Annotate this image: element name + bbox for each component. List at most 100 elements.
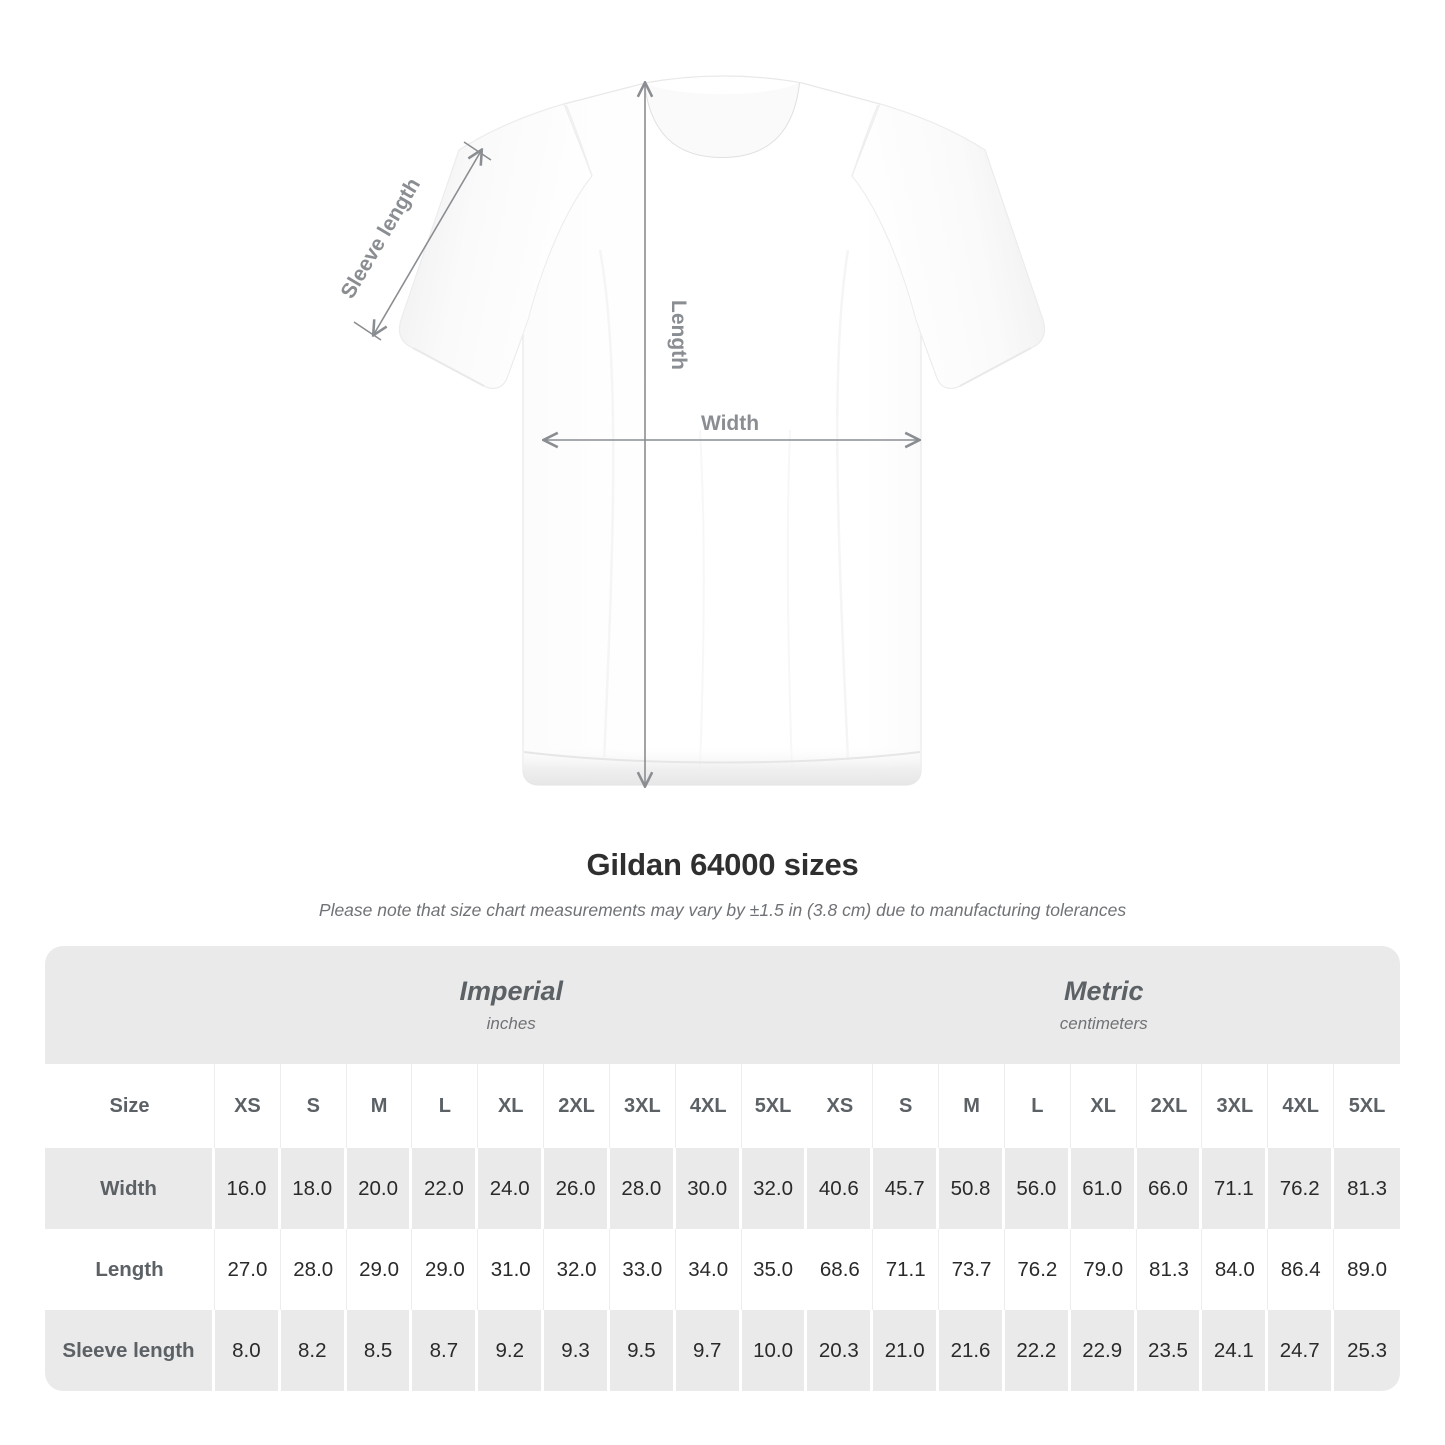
cell-width-imperial-xs: 16.0 (215, 1148, 281, 1229)
cell-width-metric-xl: 61.0 (1070, 1148, 1137, 1229)
cell-sleeve-length-imperial-xs: 8.0 (215, 1310, 281, 1391)
tshirt-diagram-svg: Length Width Sleeve length (336, 75, 1046, 830)
cell-width-imperial-s: 18.0 (280, 1148, 347, 1229)
unit-group-subtitle: centimeters (1059, 1013, 1148, 1033)
size-header-imperial-4xl: 4XL (675, 1064, 742, 1148)
cell-sleeve-length-metric-4xl: 24.7 (1268, 1310, 1335, 1391)
cell-length-metric-4xl: 86.4 (1268, 1229, 1335, 1310)
unit-group-imperial: Imperial inches (215, 946, 808, 1064)
cell-length-imperial-xs: 27.0 (215, 1229, 281, 1310)
unit-group-metric: Metric centimeters (807, 946, 1400, 1064)
cell-length-imperial-5xl: 35.0 (741, 1229, 808, 1310)
cell-length-imperial-2xl: 32.0 (544, 1229, 610, 1310)
cell-sleeve-length-metric-m: 21.6 (939, 1310, 1005, 1391)
tolerance-note: Please note that size chart measurements… (318, 899, 1127, 920)
cell-sleeve-length-imperial-4xl: 9.7 (675, 1310, 742, 1391)
cell-length-metric-2xl: 81.3 (1136, 1229, 1203, 1310)
cell-sleeve-length-metric-xs: 20.3 (807, 1310, 874, 1391)
cell-length-imperial-3xl: 33.0 (609, 1229, 676, 1310)
unit-row-spacer (45, 946, 215, 1064)
size-header-metric-xs: XS (807, 1064, 874, 1148)
cell-length-metric-l: 76.2 (1004, 1229, 1071, 1310)
cell-length-metric-m: 73.7 (939, 1229, 1005, 1310)
cell-sleeve-length-imperial-3xl: 9.5 (609, 1310, 676, 1391)
cell-sleeve-length-metric-s: 21.0 (873, 1310, 940, 1391)
cell-width-metric-5xl: 81.3 (1334, 1148, 1400, 1229)
cell-length-imperial-xl: 31.0 (478, 1229, 545, 1310)
cell-length-metric-3xl: 84.0 (1202, 1229, 1269, 1310)
cell-width-imperial-l: 22.0 (412, 1148, 479, 1229)
row-label-sleeve-length: Sleeve length (45, 1310, 215, 1391)
cell-length-imperial-4xl: 34.0 (675, 1229, 742, 1310)
size-header-row: Size XS S M L XL 2XL 3XL 4XL 5XL XS S M L XL 2XL 3XL 4XL 5… (45, 1064, 1400, 1148)
cell-sleeve-length-metric-5xl: 25.3 (1334, 1310, 1400, 1391)
size-header-imperial-2xl: 2XL (544, 1064, 610, 1148)
row-label-length: Length (45, 1229, 215, 1310)
table-row: Width 16.0 18.0 20.0 22.0 24.0 26.0 28.0 30.0 32.… (45, 1148, 1400, 1229)
cell-width-metric-xs: 40.6 (807, 1148, 874, 1229)
cell-sleeve-length-metric-3xl: 24.1 (1202, 1310, 1269, 1391)
cell-sleeve-length-imperial-s: 8.2 (280, 1310, 347, 1391)
unit-group-subtitle: inches (486, 1013, 536, 1033)
tshirt-garment (398, 75, 1046, 786)
cell-width-imperial-5xl: 32.0 (741, 1148, 808, 1229)
sleeve-length-label: Sleeve length (336, 174, 425, 302)
size-header-metric-m: M (939, 1064, 1005, 1148)
cell-width-imperial-2xl: 26.0 (544, 1148, 610, 1229)
cell-sleeve-length-imperial-2xl: 9.3 (544, 1310, 610, 1391)
cell-width-imperial-xl: 24.0 (478, 1148, 545, 1229)
cell-sleeve-length-imperial-xl: 9.2 (478, 1310, 545, 1391)
cell-width-metric-l: 56.0 (1004, 1148, 1071, 1229)
size-column-header: Size (45, 1064, 215, 1148)
size-chart-table-wrap: Imperial inches Metric centimeters Size XS S M L… (45, 946, 1400, 1391)
cell-length-imperial-l: 29.0 (412, 1229, 479, 1310)
cell-length-imperial-m: 29.0 (346, 1229, 413, 1310)
size-header-metric-3xl: 3XL (1202, 1064, 1269, 1148)
cell-sleeve-length-imperial-m: 8.5 (346, 1310, 413, 1391)
size-header-imperial-m: M (346, 1064, 413, 1148)
size-header-imperial-s: S (280, 1064, 347, 1148)
cell-width-imperial-4xl: 30.0 (675, 1148, 742, 1229)
unit-group-name: Imperial (459, 975, 563, 1006)
cell-width-metric-3xl: 71.1 (1202, 1148, 1269, 1229)
cell-sleeve-length-imperial-l: 8.7 (412, 1310, 479, 1391)
width-measurement: Width (545, 412, 918, 440)
size-header-imperial-l: L (412, 1064, 479, 1148)
cell-width-metric-4xl: 76.2 (1268, 1148, 1335, 1229)
tshirt-illustration: Length Width Sleeve length (336, 75, 1046, 830)
cell-sleeve-length-metric-2xl: 23.5 (1136, 1310, 1203, 1391)
cell-length-metric-xl: 79.0 (1070, 1229, 1137, 1310)
size-header-imperial-xs: XS (215, 1064, 281, 1148)
size-header-imperial-3xl: 3XL (609, 1064, 676, 1148)
size-header-imperial-5xl: 5XL (741, 1064, 808, 1148)
size-header-metric-2xl: 2XL (1136, 1064, 1203, 1148)
unit-group-row: Imperial inches Metric centimeters (45, 946, 1400, 1064)
cell-length-metric-5xl: 89.0 (1334, 1229, 1400, 1310)
cell-width-metric-s: 45.7 (873, 1148, 940, 1229)
table-row: Length 27.0 28.0 29.0 29.0 31.0 32.0 33.0 34.0 35… (45, 1229, 1400, 1310)
size-header-metric-4xl: 4XL (1268, 1064, 1335, 1148)
cell-sleeve-length-imperial-5xl: 10.0 (741, 1310, 808, 1391)
size-header-metric-s: S (873, 1064, 940, 1148)
cell-length-metric-xs: 68.6 (807, 1229, 874, 1310)
size-chart-table: Imperial inches Metric centimeters Size XS S M L… (45, 946, 1400, 1391)
cell-width-imperial-m: 20.0 (346, 1148, 413, 1229)
cell-width-imperial-3xl: 28.0 (609, 1148, 676, 1229)
cell-width-metric-m: 50.8 (939, 1148, 1005, 1229)
page-title: Gildan 64000 sizes (586, 847, 859, 882)
cell-length-imperial-s: 28.0 (280, 1229, 347, 1310)
length-label: Length (667, 300, 690, 370)
width-label: Width (701, 412, 759, 435)
size-header-imperial-xl: XL (478, 1064, 545, 1148)
unit-group-name: Metric (1063, 975, 1144, 1006)
cell-width-metric-2xl: 66.0 (1136, 1148, 1203, 1229)
cell-sleeve-length-metric-xl: 22.9 (1070, 1310, 1137, 1391)
chart-heading-block: Gildan 64000 sizes Please note that size… (0, 846, 1445, 922)
table-row: Sleeve length 8.0 8.2 8.5 8.7 9.2 9.3 9.5 9.7 10.… (45, 1310, 1400, 1391)
size-header-metric-xl: XL (1070, 1064, 1137, 1148)
size-header-metric-l: L (1004, 1064, 1071, 1148)
size-header-metric-5xl: 5XL (1334, 1064, 1400, 1148)
row-label-width: Width (45, 1148, 215, 1229)
cell-sleeve-length-metric-l: 22.2 (1004, 1310, 1071, 1391)
cell-length-metric-s: 71.1 (873, 1229, 940, 1310)
